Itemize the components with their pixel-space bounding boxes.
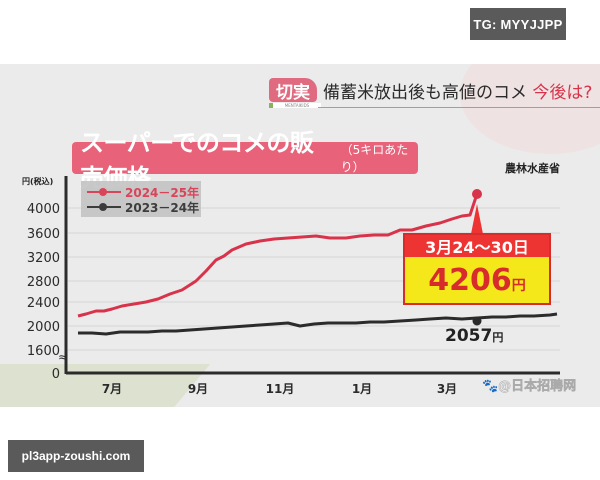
svg-text:2400: 2400 [27,296,60,311]
svg-text:9月: 9月 [188,382,208,396]
svg-text:11月: 11月 [266,382,295,396]
segment-tag-sub: MENTAIKIDS [269,103,321,108]
y-axis-unit: 円(税込) [22,177,54,186]
url-watermark-badge: pl3app-zoushi.com [8,440,144,472]
axis-break-icon: ≈ [58,350,68,364]
svg-text:7月: 7月 [102,382,122,396]
legend-label: 2023－24年 [125,200,200,215]
svg-text:3200: 3200 [27,251,60,266]
chart-source: 農林水産省 [505,162,560,175]
headline: 備蓄米放出後も高値のコメ 今後は? [323,78,592,103]
chart-subtitle: （5キロあたり） [340,143,409,174]
callout-value: 4206 [428,262,512,298]
callout-date: 3月24～30日 [425,238,529,257]
legend-label: 2024－25年 [125,185,200,200]
svg-text:3月: 3月 [437,382,457,396]
prev-year-price-label: 2057円 [445,326,504,346]
segment-tag: 切実 [269,78,317,103]
svg-text:4000: 4000 [27,202,60,217]
callout-pointer [471,204,483,234]
headline-highlight: 今後は? [532,83,593,103]
svg-text:2800: 2800 [27,275,60,290]
chart-legend: 2024－25年 2023－24年 [81,181,201,217]
svg-text:0: 0 [52,367,60,382]
tg-watermark-badge: TG: MYYJJPP [470,8,566,40]
legend-item-2024-25: 2024－25年 [87,185,200,200]
series-2023-24-marker [472,316,482,326]
svg-text:1600: 1600 [27,344,60,359]
legend-item-2023-24: 2023－24年 [87,200,200,215]
latest-price-callout: 3月24～30日 4206 円 [403,233,551,305]
chart-title-box: スーパーでのコメの販売価格 （5キロあたり） [72,129,418,192]
series-2024-25-marker [472,189,482,199]
headline-rule [318,107,600,108]
svg-text:1月: 1月 [352,382,372,396]
series-2024-25-line [77,193,479,318]
tv-screenshot-panel: 切実 MENTAIKIDS 備蓄米放出後も高値のコメ 今後は? スーパーでのコメ… [0,64,600,407]
legend-line-icon [87,203,121,211]
x-tick-labels: 7月 9月 11月 1月 3月 [102,382,457,396]
svg-text:2000: 2000 [27,320,60,335]
svg-text:3600: 3600 [27,227,60,242]
headline-text: 備蓄米放出後も高値のコメ [323,83,527,103]
callout-unit: 円 [511,278,526,294]
y-tick-labels: 4000 3600 3200 2800 2400 2000 1600 0 [27,202,60,382]
source-watermark: 🐾@日本招聘网 [482,379,577,395]
series-2023-24-line [78,312,558,336]
callout-value-box: 4206 円 [405,257,549,303]
legend-line-icon [87,188,121,196]
